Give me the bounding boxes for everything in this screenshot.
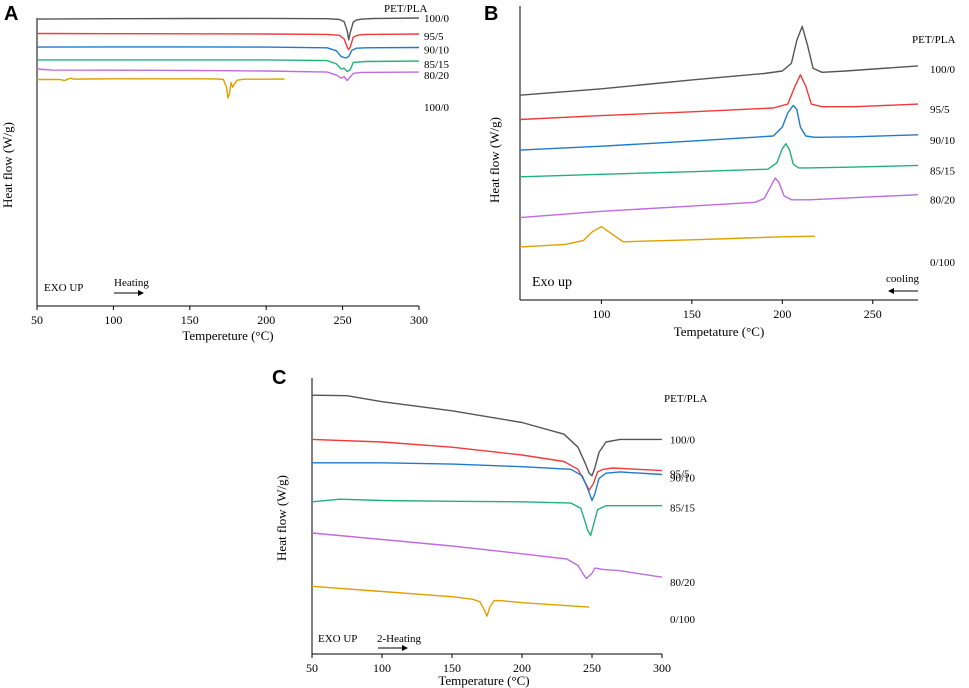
panel-a-y-label: Heat flow (W/g) xyxy=(0,122,15,208)
panel-a-series-label: 80/20 xyxy=(424,70,450,82)
panel-b-tick-label: 250 xyxy=(864,307,882,321)
panel-a-mode-note: EXO UP xyxy=(44,282,83,294)
panel-a-legend-title: PET/PLA xyxy=(384,3,427,15)
panel-a-series-label: 85/15 xyxy=(424,59,450,71)
panel-c-series-90-10-line xyxy=(312,462,663,502)
panel-b-ticks: 100 150 200 250 xyxy=(592,300,882,321)
panel-b-series-labels: 100/0 95/5 90/10 85/15 80/20 0/100 xyxy=(930,64,956,269)
panel-c-tick-label: 50 xyxy=(306,661,318,675)
panel-c-series-label: 95/5 xyxy=(670,469,690,481)
panel-b-tick-label: 150 xyxy=(683,307,701,321)
panel-a-series-80-20-line xyxy=(36,68,420,82)
panel-b-series-label: 80/20 xyxy=(930,195,956,207)
panel-a-series-90-10-line xyxy=(36,46,420,59)
panel-c-letter: C xyxy=(272,367,286,389)
panel-c-series-label: 80/20 xyxy=(670,577,696,589)
panel-a-tick-label: 150 xyxy=(181,313,199,327)
panel-a-series-100-0-line xyxy=(37,77,285,99)
panel-a-series-100-0-line xyxy=(36,17,420,41)
panel-c-series-100-0-line xyxy=(311,394,662,477)
panel-c-mode-note: EXO UP xyxy=(318,633,357,645)
panel-b-tick-label: 200 xyxy=(773,307,791,321)
panel-c-tick-label: 300 xyxy=(653,661,671,675)
panel-c-tick-label: 200 xyxy=(513,661,531,675)
panel-c-tick-label: 250 xyxy=(583,661,601,675)
panel-c: C 50 100 150 200 250 300 100/0 95/590/10 85/15 8… xyxy=(272,367,707,688)
panel-a: A 50 100 150 200 250 300 100/0 95/5 90/10 85/158… xyxy=(0,3,450,343)
panel-b-y-label: Heat flow (W/g) xyxy=(487,117,502,203)
panel-a-tick-label: 50 xyxy=(31,313,43,327)
panel-c-series-label: 0/100 xyxy=(670,614,696,626)
panel-b-series-label: 0/100 xyxy=(930,257,956,269)
panel-c-series-80-20-line xyxy=(311,532,663,580)
panel-a-series-label: 100/0 xyxy=(424,13,450,25)
panel-a-series-label: 95/5 xyxy=(424,31,444,43)
panel-b-direction-note: cooling xyxy=(886,273,919,285)
panel-c-legend-title: PET/PLA xyxy=(664,393,707,405)
panel-a-x-label: Tempereture (°C) xyxy=(182,328,273,343)
panel-a-direction-note: Heating xyxy=(114,277,149,289)
panel-a-letter: A xyxy=(4,3,18,25)
panel-a-series-85-15-line xyxy=(37,59,420,73)
panel-b-series-label: 95/5 xyxy=(930,104,950,116)
panel-c-ticks: 50 100 150 200 250 300 xyxy=(306,654,671,675)
panel-c-y-label: Heat flow (W/g) xyxy=(274,475,289,561)
panel-a-tick-label: 250 xyxy=(334,313,352,327)
panel-a-tick-label: 100 xyxy=(104,313,122,327)
panel-b-series-label: 85/15 xyxy=(930,165,956,177)
panel-c-x-label: Temperature (°C) xyxy=(438,673,529,688)
panel-c-curves xyxy=(311,394,663,617)
panel-c-series-labels: 100/0 95/590/10 85/15 80/20 0/100 xyxy=(670,434,696,626)
panel-b-curves xyxy=(519,25,919,248)
panel-b-mode-note: Exo up xyxy=(532,275,572,290)
panel-b-series-80-20-line xyxy=(519,177,919,219)
panel-c-series-85-15-line xyxy=(311,498,662,537)
panel-c-series-0-100-line xyxy=(311,585,590,617)
panel-c-series-label: 85/15 xyxy=(670,503,696,515)
panel-b-series-label: 90/10 xyxy=(930,135,956,147)
panel-b-direction-arrow xyxy=(888,288,918,294)
panel-b-series-90-10-line xyxy=(519,104,919,151)
panel-a-series-label: 100/0 xyxy=(424,102,450,114)
panel-c-series-label: 90/10 xyxy=(670,473,696,485)
panel-b-tick-label: 100 xyxy=(592,307,610,321)
panel-b-x-label: Tempetature (°C) xyxy=(674,324,765,339)
panel-a-series-label: 90/10 xyxy=(424,45,450,57)
panel-a-ticks: 50 100 150 200 250 300 xyxy=(31,306,428,327)
panel-a-curves xyxy=(36,17,420,99)
panel-b-series-95-5-line xyxy=(519,74,919,121)
panel-b-legend-title: PET/PLA xyxy=(912,34,955,46)
panel-b-series-100-0-line xyxy=(519,25,919,96)
panel-b-series-label: 100/0 xyxy=(930,64,956,76)
panel-c-direction-arrow xyxy=(378,645,408,651)
panel-a-tick-label: 200 xyxy=(257,313,275,327)
panel-b: B 100 150 200 250 100/0 95/5 90/10 85/15 80/20 0… xyxy=(484,3,956,339)
panel-a-direction-arrow xyxy=(114,290,144,296)
panel-c-series-label: 100/0 xyxy=(670,434,696,446)
panel-a-series-95-5-line xyxy=(36,32,420,51)
panel-b-series-0-100-line xyxy=(519,225,815,248)
panel-c-tick-label: 100 xyxy=(373,661,391,675)
panel-a-tick-label: 300 xyxy=(410,313,428,327)
panel-b-letter: B xyxy=(484,3,498,25)
panel-c-direction-note: 2-Heating xyxy=(377,633,421,645)
panel-b-series-85-15-line xyxy=(519,142,919,178)
panel-c-tick-label: 150 xyxy=(443,661,461,675)
